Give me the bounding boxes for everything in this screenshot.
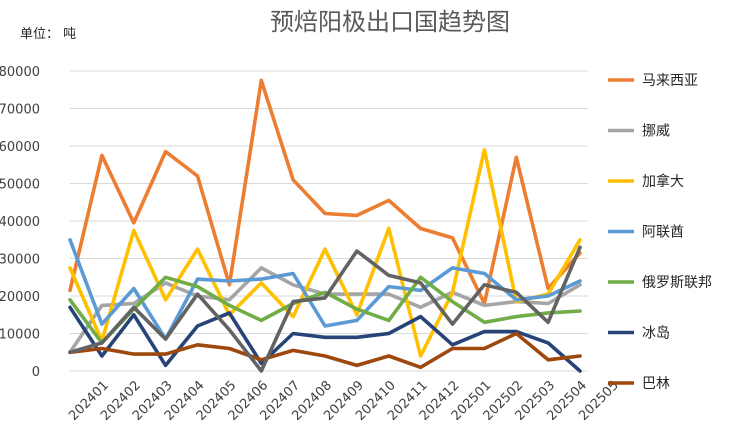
series-line: [68, 245, 582, 373]
legend-label: 马来西亚: [642, 73, 698, 89]
series-line: [68, 148, 582, 358]
series-line: [68, 78, 582, 306]
series-line: [68, 305, 582, 373]
series-line: [68, 275, 582, 345]
series-line: [68, 238, 582, 341]
y-tick-label: 50000: [0, 178, 40, 193]
y-axis-ticks: 0 10000 20000 30000 40000 50000 60000 70000 8000…: [0, 65, 40, 380]
y-tick-label: 80000: [0, 65, 40, 80]
legend-label: 加拿大: [642, 173, 684, 190]
gridlines: [70, 70, 588, 372]
legend-label: 冰岛: [642, 326, 670, 342]
legend-label: 阿联酋: [642, 224, 684, 241]
legend-label: 挪威: [642, 124, 670, 140]
unit-label: 单位： 吨: [20, 27, 76, 42]
y-tick-label: 60000: [0, 140, 40, 155]
y-tick-label: 30000: [0, 253, 40, 268]
legend-label: 巴林: [642, 376, 670, 392]
x-axis-ticks: 2024012024022024032024042024052024062024…: [66, 378, 622, 424]
y-tick-label: 40000: [0, 215, 40, 230]
series-lines: [68, 78, 582, 373]
legend-label: 俄罗斯联邦: [642, 275, 712, 291]
series-line: [68, 331, 582, 370]
y-tick-label: 20000: [0, 290, 40, 305]
y-tick-label: 70000: [0, 103, 40, 118]
chart-title: 预焙阳极出口国趋势图: [270, 8, 510, 36]
y-tick-label: 0: [32, 365, 40, 380]
y-tick-label: 10000: [0, 328, 40, 343]
